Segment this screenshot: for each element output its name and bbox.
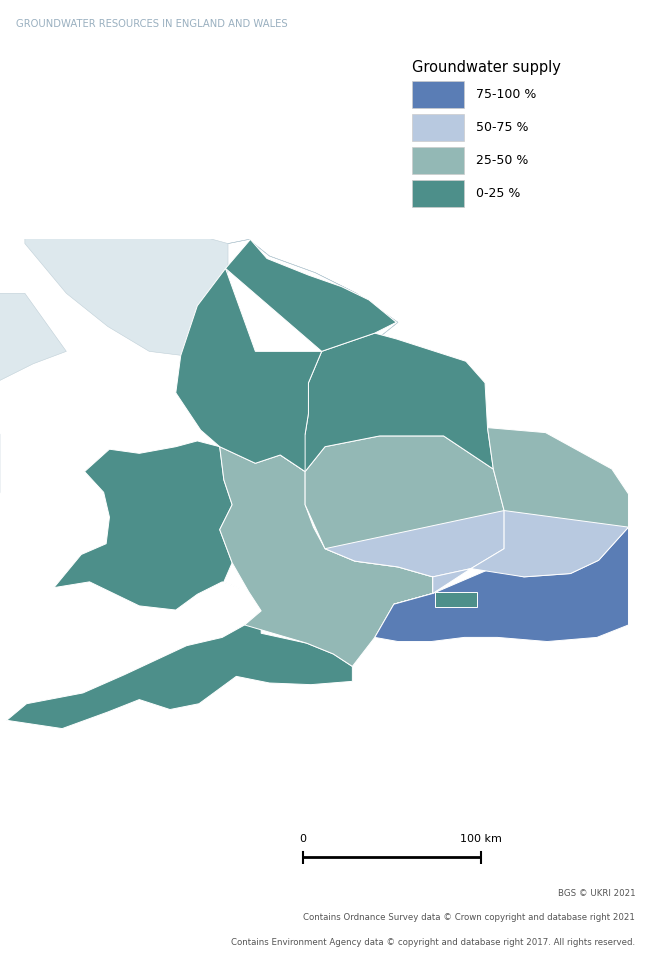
Polygon shape <box>436 591 477 607</box>
Text: 75-100 %: 75-100 % <box>476 88 536 102</box>
Polygon shape <box>280 333 493 471</box>
Text: British: British <box>588 22 616 31</box>
Text: GROUNDWATER RESOURCES IN ENGLAND AND WALES: GROUNDWATER RESOURCES IN ENGLAND AND WAL… <box>16 19 288 29</box>
Text: BGS: BGS <box>538 39 569 52</box>
Polygon shape <box>325 511 504 604</box>
FancyBboxPatch shape <box>412 82 464 108</box>
Text: Groundwater for public supply: Groundwater for public supply <box>16 56 495 84</box>
Polygon shape <box>176 269 322 471</box>
Polygon shape <box>433 511 628 593</box>
FancyBboxPatch shape <box>412 147 464 174</box>
Polygon shape <box>471 427 628 577</box>
Polygon shape <box>225 239 396 351</box>
Polygon shape <box>219 446 433 666</box>
Polygon shape <box>0 294 66 609</box>
Text: Contains Environment Agency data © copyright and database right 2017. All rights: Contains Environment Agency data © copyr… <box>231 938 635 947</box>
Polygon shape <box>375 527 628 641</box>
Text: Survey: Survey <box>588 68 619 77</box>
Text: 0-25 %: 0-25 % <box>476 186 520 200</box>
FancyBboxPatch shape <box>412 180 464 206</box>
Polygon shape <box>7 611 352 729</box>
Text: Groundwater supply: Groundwater supply <box>412 60 561 75</box>
Text: 100 km: 100 km <box>460 834 502 844</box>
Text: 25-50 %: 25-50 % <box>476 154 528 167</box>
FancyBboxPatch shape <box>412 114 464 141</box>
Text: BGS © UKRI 2021: BGS © UKRI 2021 <box>557 889 635 899</box>
Text: 50-75 %: 50-75 % <box>476 121 528 134</box>
Polygon shape <box>54 441 261 611</box>
Polygon shape <box>305 436 504 577</box>
Text: Contains Ordnance Survey data © Crown copyright and database right 2021: Contains Ordnance Survey data © Crown co… <box>303 913 635 923</box>
Polygon shape <box>25 3 398 446</box>
Text: Geological: Geological <box>588 45 635 54</box>
Text: 0: 0 <box>299 834 306 844</box>
